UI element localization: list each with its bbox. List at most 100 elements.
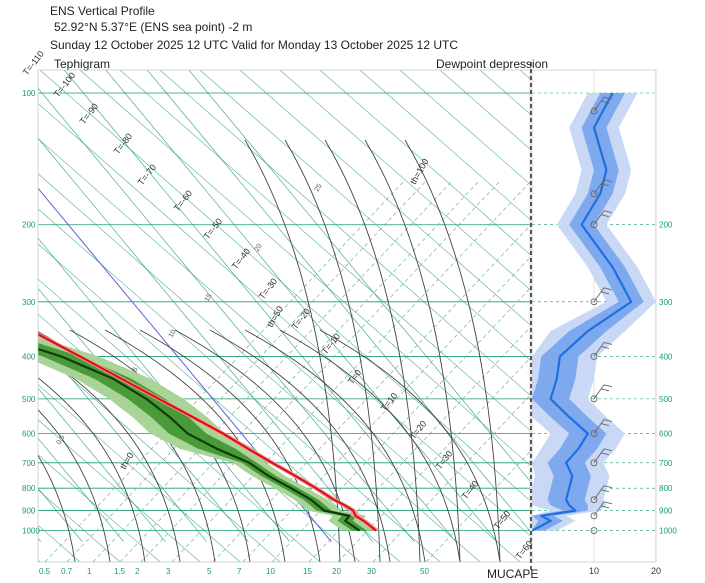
depression-spread-inner bbox=[532, 93, 644, 531]
mixing-ratio-line bbox=[308, 326, 530, 562]
depression-line bbox=[532, 92, 633, 532]
dry-adiabat-line bbox=[38, 419, 201, 562]
isobar-label: 400 bbox=[22, 352, 36, 361]
right-pressure-label: 900 bbox=[659, 507, 673, 516]
dry-adiabat-line bbox=[119, 70, 530, 431]
moist-adiabat-line bbox=[38, 454, 76, 562]
dry-adiabat-line bbox=[38, 208, 441, 562]
mixing-ratio-label: 20 bbox=[332, 567, 341, 576]
wind-barb-staff bbox=[593, 342, 605, 357]
wind-barb-circle bbox=[590, 496, 598, 504]
wind-barb-feather bbox=[600, 291, 610, 295]
wind-barb-feather bbox=[600, 183, 610, 187]
mixing-ratio-line bbox=[171, 181, 530, 562]
wind-barb-circle bbox=[590, 527, 598, 535]
wind-barb-feather bbox=[600, 505, 610, 509]
wind-barb-circle bbox=[590, 395, 598, 403]
isobar-label: 600 bbox=[22, 430, 36, 439]
mixing-ratio-label: 1 bbox=[87, 567, 92, 576]
wind-barb-feather bbox=[603, 485, 613, 489]
dewpoint-line bbox=[38, 347, 361, 532]
wind-barb-circle bbox=[590, 459, 598, 467]
wind-barb-circle bbox=[590, 107, 598, 115]
mixing-ratio-label: 3 bbox=[166, 567, 171, 576]
dry-adiabat-line bbox=[38, 454, 161, 562]
mixing-ratio-curve-label: 20 bbox=[254, 243, 264, 253]
isotherm-label: T=60 bbox=[514, 539, 535, 562]
isotherm-label: T=10 bbox=[379, 391, 400, 414]
dry-adiabat-line bbox=[38, 313, 321, 562]
wind-barb-feather bbox=[603, 96, 613, 100]
wind-barb-staff bbox=[593, 384, 605, 400]
isotherm-line bbox=[63, 70, 457, 542]
mixing-ratio-line bbox=[92, 179, 454, 562]
wind-barb-feather bbox=[600, 489, 610, 493]
dry-adiabat-line bbox=[38, 138, 521, 562]
wind-barb-staff bbox=[593, 501, 605, 517]
isotherm-label: T=-20 bbox=[290, 306, 313, 331]
isotherm-line bbox=[38, 387, 166, 542]
isotherm-label: T=-110 bbox=[21, 49, 46, 77]
moist-adiabat-line bbox=[279, 329, 461, 562]
dry-adiabat-line bbox=[640, 70, 705, 562]
mixing-ratio-line bbox=[44, 179, 406, 562]
tephigram-label: Tephigram bbox=[54, 57, 111, 71]
wind-barb-circle bbox=[590, 298, 598, 306]
moist-adiabat-line bbox=[319, 329, 501, 562]
moist-adiabat-line bbox=[38, 409, 111, 562]
mixing-ratio-line bbox=[119, 179, 481, 562]
dry-adiabat-line bbox=[399, 70, 530, 185]
isotherm-line bbox=[38, 537, 42, 542]
mixing-ratio-line bbox=[66, 179, 428, 562]
moist-adiabat-line bbox=[209, 329, 391, 562]
right-pressure-label: 800 bbox=[659, 484, 673, 493]
wind-barb-feather bbox=[603, 342, 613, 345]
isotherm-label: T=30 bbox=[434, 449, 455, 472]
dry-adiabat-line bbox=[359, 70, 530, 220]
isotherm-label: T=-90 bbox=[78, 101, 101, 126]
isotherm-label: T=-80 bbox=[112, 131, 135, 156]
wind-barb-circle bbox=[590, 353, 598, 360]
saturated-adiabat-line bbox=[404, 139, 501, 562]
mixing-ratio-label: 0.5 bbox=[39, 567, 51, 576]
right-pressure-label: 400 bbox=[659, 352, 673, 361]
saturated-adiabat-line bbox=[284, 139, 381, 562]
zero-isotherm-line bbox=[38, 187, 332, 543]
isotherm-line bbox=[38, 137, 374, 542]
wind-barb-staff bbox=[593, 448, 605, 464]
wind-barb-feather bbox=[603, 384, 613, 388]
isotherm-label: T=-60 bbox=[172, 188, 195, 213]
depression-x-tick: 10 bbox=[589, 566, 599, 576]
mixing-ratio-label: 1.5 bbox=[114, 567, 126, 576]
mixing-ratio-curve-label: 5 bbox=[132, 366, 140, 373]
isotherm-label: T=50 bbox=[492, 509, 513, 532]
isotherm-label: T=-30 bbox=[257, 276, 280, 301]
wind-barb-staff bbox=[593, 287, 605, 303]
isotherm-line bbox=[188, 70, 530, 482]
isobar-label: 500 bbox=[22, 395, 36, 404]
isotherm-label: T=20 bbox=[408, 419, 429, 442]
wind-barb-staff bbox=[593, 179, 605, 195]
wind-barb-feather bbox=[603, 419, 613, 422]
mixing-ratio-line bbox=[337, 357, 530, 562]
mixing-ratio-label: 10 bbox=[266, 567, 275, 576]
mixing-ratio-label: 5 bbox=[207, 567, 212, 576]
wind-barb-staff bbox=[593, 485, 605, 500]
isobar-label: 800 bbox=[22, 484, 36, 493]
dry-adiabat-line bbox=[159, 70, 530, 396]
wind-barb-feather bbox=[603, 287, 613, 291]
dry-adiabat-line bbox=[279, 70, 530, 291]
wind-barb-staff bbox=[593, 96, 605, 112]
right-pressure-label: 500 bbox=[659, 395, 673, 404]
isotherm-line bbox=[146, 70, 530, 532]
moist-adiabat-line bbox=[38, 377, 146, 562]
right-pressure-label: 300 bbox=[659, 298, 673, 307]
right-pressure-label: 200 bbox=[659, 221, 673, 230]
moist-adiabat-line bbox=[104, 329, 286, 562]
wind-barb-staff bbox=[593, 419, 605, 434]
temperature-line bbox=[38, 333, 377, 532]
wind-barb-feather bbox=[600, 100, 610, 104]
dry-adiabat-line bbox=[38, 348, 281, 562]
dewpoint-depression-label: Dewpoint depression bbox=[436, 57, 549, 71]
